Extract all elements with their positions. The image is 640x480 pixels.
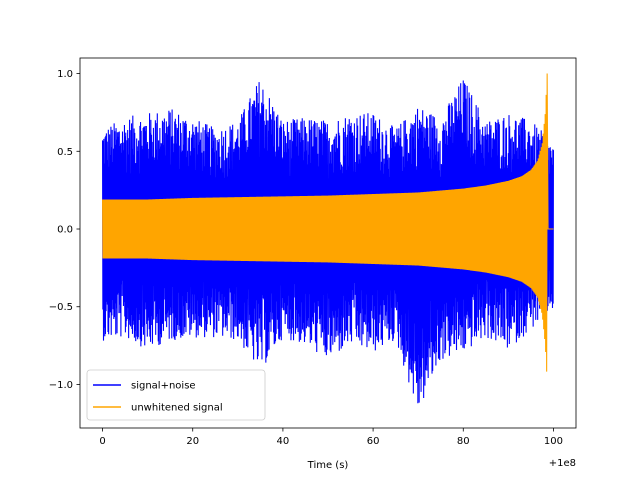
- x-tick-label: 40: [277, 436, 290, 447]
- series-layer: [102, 73, 554, 404]
- y-axis-ticks: −1.0 −0.5 0.0 0.5 1.0: [49, 69, 80, 391]
- series-unwhitened-signal-line: [102, 73, 554, 372]
- legend-label: signal+noise: [131, 381, 196, 392]
- y-tick-label: 1.0: [57, 69, 73, 80]
- x-axis-label: Time (s): [307, 460, 349, 471]
- x-tick-label: 20: [186, 436, 199, 447]
- legend-label: unwhitened signal: [131, 403, 223, 414]
- x-tick-label: 0: [99, 436, 105, 447]
- legend: signal+noise unwhitened signal: [86, 369, 266, 421]
- x-tick-label: 60: [367, 436, 380, 447]
- x-axis-offset-label: +1e8: [549, 458, 576, 469]
- y-tick-label: −1.0: [49, 380, 73, 391]
- legend-box: [86, 369, 266, 421]
- y-tick-label: −0.5: [49, 302, 73, 313]
- y-tick-label: 0.0: [57, 225, 73, 236]
- x-tick-label: 80: [457, 436, 470, 447]
- x-axis-ticks: 0 20 40 60 80 100: [99, 428, 563, 447]
- x-tick-label: 100: [544, 436, 563, 447]
- y-tick-label: 0.5: [57, 147, 73, 158]
- plot-frame: [79, 57, 577, 429]
